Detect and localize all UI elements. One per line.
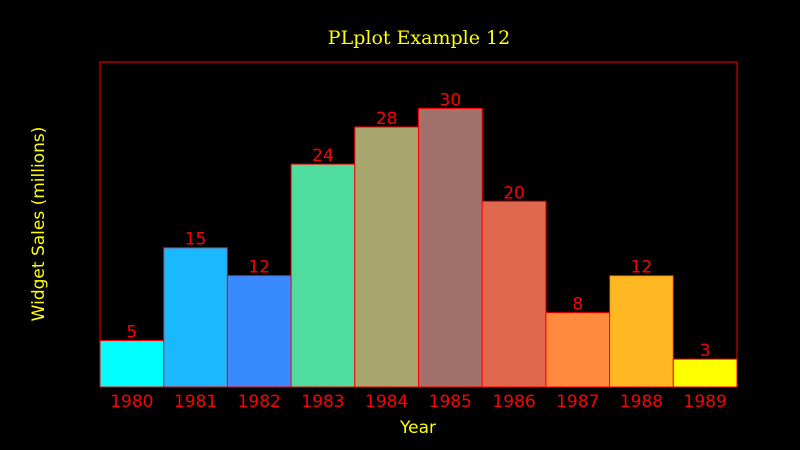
x-tick-label-1982: 1982 (238, 392, 281, 412)
x-tick-label-1981: 1981 (174, 392, 217, 412)
bar-1982 (226, 275, 292, 388)
bar-1985 (418, 107, 483, 388)
value-label-1981: 15 (185, 230, 207, 250)
value-label-1984: 28 (376, 109, 398, 129)
x-axis-label: Year (399, 418, 436, 438)
value-label-1982: 12 (248, 258, 270, 278)
bar-1981 (163, 247, 228, 388)
value-label-1986: 20 (503, 183, 525, 203)
chart-title: PLplot Example 12 (328, 27, 510, 49)
bar-1987 (545, 312, 611, 388)
value-labels-group: 5 15 12 24 28 30 20 8 12 3 (126, 90, 710, 361)
bar-1989 (672, 358, 738, 388)
bar-1986 (481, 200, 547, 388)
bar-1983 (290, 163, 356, 388)
bars-group (99, 107, 738, 388)
value-label-1983: 24 (312, 146, 334, 166)
x-tick-label-1986: 1986 (492, 392, 535, 412)
value-label-1985: 30 (440, 90, 462, 110)
y-axis-label: Widget Sales (millions) (29, 127, 49, 322)
x-tick-labels-group: 1980 1981 1982 1983 1984 1985 1986 1987 1988 1989 (110, 392, 727, 412)
bar-1980 (99, 340, 165, 388)
x-tick-label-1985: 1985 (429, 392, 472, 412)
value-label-1988: 12 (631, 258, 653, 278)
bar-1984 (354, 126, 419, 388)
x-tick-label-1989: 1989 (684, 392, 727, 412)
value-label-1987: 8 (572, 295, 583, 315)
plot-frame (99, 61, 738, 388)
x-tick-label-1988: 1988 (620, 392, 663, 412)
value-label-1989: 3 (700, 341, 711, 361)
x-tick-label-1983: 1983 (301, 392, 344, 412)
bar-1988 (609, 275, 674, 388)
value-label-1980: 5 (126, 323, 137, 343)
x-tick-label-1987: 1987 (556, 392, 599, 412)
x-tick-label-1980: 1980 (110, 392, 153, 412)
x-tick-label-1984: 1984 (365, 392, 408, 412)
